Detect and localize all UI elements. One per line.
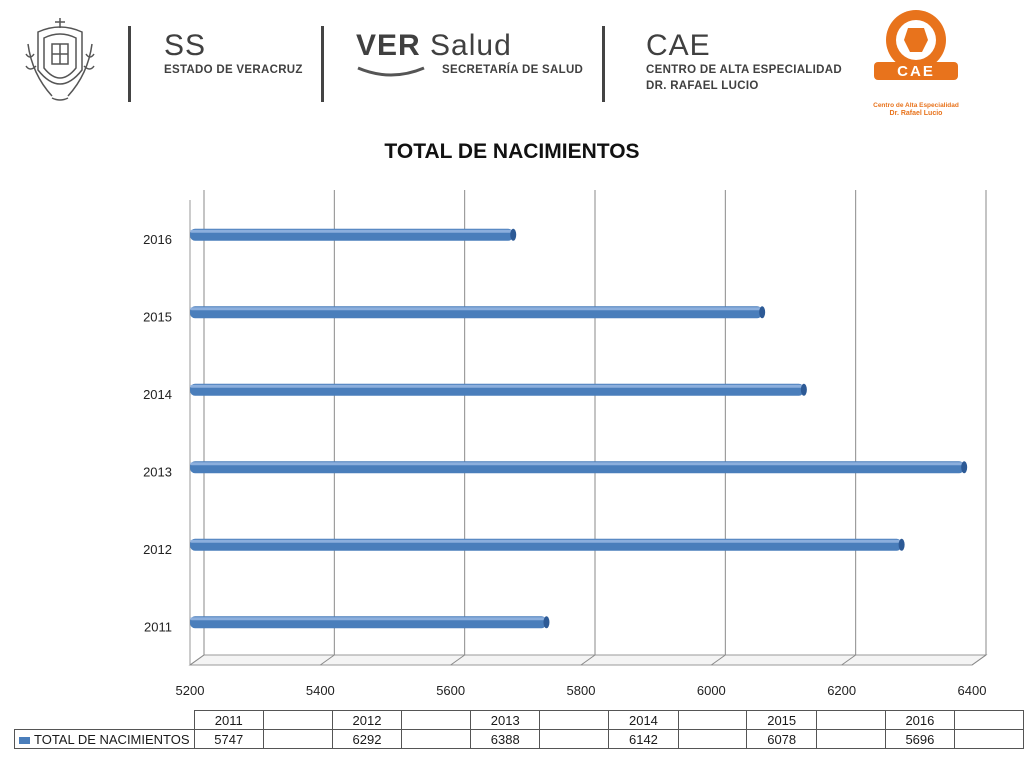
org-cae-title: CAE: [646, 29, 711, 62]
org-cae: CAE CENTRO DE ALTA ESPECIALIDAD DR. RAFA…: [646, 30, 842, 94]
table-value: 6142: [608, 729, 679, 749]
x-tick-label: 5400: [306, 683, 335, 698]
bar-end-cap: [543, 616, 550, 629]
org-cae-subtitle-2: DR. RAFAEL LUCIO: [646, 80, 759, 92]
gridline-floor: [841, 654, 856, 666]
gridline-floor: [711, 654, 726, 666]
x-tick-label: 5200: [176, 683, 205, 698]
table-year: 2012: [331, 710, 403, 730]
cae-emblem-icon: [874, 10, 958, 80]
header: SS ESTADO DE VERACRUZ VER Salud SECRETAR…: [0, 0, 1024, 130]
org-ss-subtitle: ESTADO DE VERACRUZ: [164, 64, 303, 76]
cae-badge-text: CAE: [897, 63, 935, 80]
bar-end-cap: [800, 383, 807, 396]
table-value: 5747: [193, 729, 264, 749]
x-tick-label: 5800: [567, 683, 596, 698]
bar-highlight: [190, 462, 965, 466]
gridline-floor: [450, 654, 465, 666]
veracruz-coat-of-arms-icon: [25, 18, 95, 101]
table-year: 2013: [470, 710, 541, 730]
gridline-floor: [189, 654, 205, 666]
org-ss-title: SS: [164, 29, 207, 62]
gridline-floor: [320, 654, 335, 666]
bar-highlight: [190, 307, 763, 311]
separator-1: [128, 26, 131, 102]
bar-end-cap: [898, 538, 905, 551]
cae-logo-line2: Dr. Rafael Lucio: [889, 110, 943, 117]
x-tick-label: 6400: [958, 683, 987, 698]
table-year: 2015: [746, 710, 817, 730]
bar-end-cap: [759, 306, 766, 319]
y-tick-label: 2014: [143, 387, 172, 402]
org-versalud: VER Salud SECRETARÍA DE SALUD: [356, 30, 583, 78]
bar-highlight: [190, 539, 902, 543]
y-tick-label: 2016: [143, 232, 172, 247]
x-tick-label: 6200: [827, 683, 856, 698]
ver-smile-icon: [357, 66, 425, 77]
table-year: 2011: [193, 710, 264, 730]
gridline-floor: [580, 654, 596, 666]
table-series-label: TOTAL DE NACIMIENTOS: [14, 729, 195, 749]
separator-2: [321, 26, 324, 102]
org-ver-title: VER: [356, 29, 421, 62]
cae-logo: CAE Centro de Alta Especialidad Dr. Rafa…: [866, 6, 966, 122]
org-cae-subtitle-1: CENTRO DE ALTA ESPECIALIDAD: [646, 64, 842, 76]
table-value: 6388: [470, 729, 541, 749]
table-year: 2016: [884, 710, 956, 730]
bar-highlight: [190, 384, 804, 388]
bar-highlight: [190, 229, 514, 233]
table-value: 6292: [331, 729, 403, 749]
data-table-value-row: TOTAL DE NACIMIENTOS 5747 6292 6388 6142…: [14, 729, 1024, 749]
legend-key-icon: [19, 736, 30, 744]
org-versalud-subtitle: SECRETARÍA DE SALUD: [442, 64, 584, 76]
data-table: 2011 2012 2013 2014 2015 2016 TOTAL DE N…: [14, 710, 1024, 749]
bar-highlight: [190, 617, 547, 621]
data-table-header-row: 2011 2012 2013 2014 2015 2016: [15, 710, 1024, 730]
y-tick-label: 2013: [143, 464, 172, 479]
separator-3: [602, 26, 605, 102]
x-tick-label: 6000: [697, 683, 726, 698]
y-tick-label: 2012: [143, 542, 172, 557]
y-tick-label: 2015: [143, 309, 172, 324]
table-year: 2014: [608, 710, 679, 730]
table-value: 5696: [884, 729, 956, 749]
bar-chart: 5200 5400 5600 5800 6000 6200 6400 2011 2012 2013…: [143, 190, 988, 698]
bar-end-cap: [961, 461, 968, 474]
gridline-floor: [971, 654, 987, 666]
table-value: 6078: [746, 729, 817, 749]
cae-logo-line1: Centro de Alta Especialidad: [873, 102, 959, 109]
x-tick-label: 5600: [436, 683, 465, 698]
org-salud-title: Salud: [430, 29, 512, 62]
table-series-name: TOTAL DE NACIMIENTOS: [34, 731, 190, 747]
chart-title: TOTAL DE NACIMIENTOS: [384, 140, 640, 163]
org-ss: SS ESTADO DE VERACRUZ: [164, 30, 303, 78]
bar-end-cap: [510, 228, 517, 241]
y-tick-label: 2011: [144, 619, 172, 634]
